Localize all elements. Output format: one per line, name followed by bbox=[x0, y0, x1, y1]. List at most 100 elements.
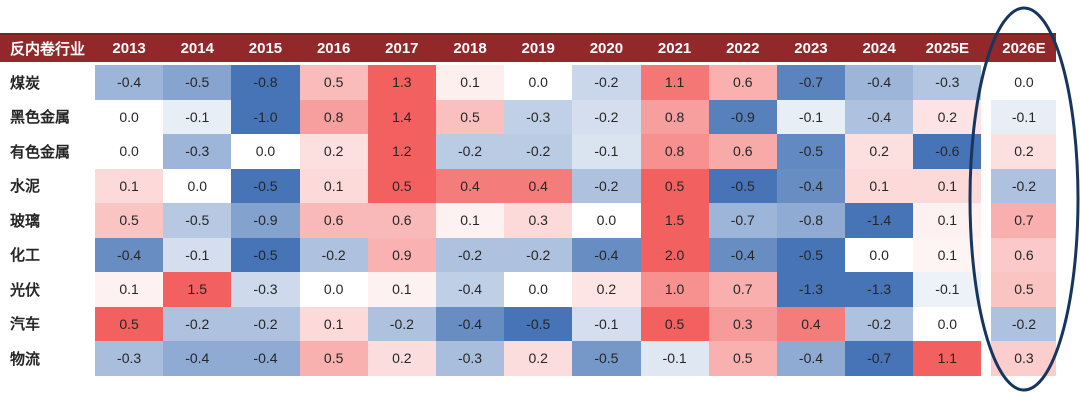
year-header-cell: 2026E bbox=[1002, 40, 1046, 57]
row-label: 物流 bbox=[0, 341, 95, 376]
heatmap-cell: 0.2 bbox=[504, 341, 573, 376]
heatmap-cell: 0.1 bbox=[299, 168, 368, 203]
heatmap-cell: -0.5 bbox=[776, 134, 846, 169]
heatmap-cell: 1.2 bbox=[367, 134, 436, 169]
heatmap-cell: -0.8 bbox=[776, 203, 846, 238]
column-gap bbox=[981, 99, 992, 134]
heatmap-cell: -0.5 bbox=[776, 237, 846, 272]
heatmap-cell: -0.2 bbox=[299, 237, 368, 272]
heatmap-cell: 2.0 bbox=[640, 237, 709, 272]
heatmap-cell: -0.2 bbox=[435, 134, 505, 169]
heatmap-cell: -0.5 bbox=[504, 306, 573, 341]
heatmap-cell: -0.4 bbox=[572, 237, 641, 272]
heatmap-cell: -0.3 bbox=[504, 99, 573, 134]
heatmap-cell: 0.0 bbox=[95, 134, 164, 169]
heatmap-cell: -1.3 bbox=[776, 272, 846, 307]
heatmap-cell: -0.2 bbox=[231, 306, 300, 341]
table-row: 光伏 0.1 1.5 -0.3 0.0 0.1 -0.4 0.0 0.2 1.0 0.7 -1.3 -1… bbox=[0, 272, 1057, 307]
heatmap-cell: 0.1 bbox=[367, 272, 436, 307]
heatmap-cell: -0.4 bbox=[231, 341, 300, 376]
heatmap-cell: 0.5 bbox=[991, 272, 1057, 307]
heatmap-cell: -0.3 bbox=[435, 341, 505, 376]
column-gap bbox=[981, 341, 992, 376]
heatmap-cell: -0.2 bbox=[845, 306, 914, 341]
heatmap-cell: 0.5 bbox=[435, 99, 505, 134]
heatmap-cell: 0.3 bbox=[504, 203, 573, 238]
heatmap-cell: -0.6 bbox=[913, 134, 982, 169]
heatmap-cell: 0.6 bbox=[299, 203, 368, 238]
heatmap-cell: 0.8 bbox=[640, 134, 709, 169]
heatmap-cell: -0.4 bbox=[845, 65, 914, 100]
heatmap-cell: 1.1 bbox=[913, 341, 982, 376]
year-header-cell: 2018 bbox=[453, 40, 487, 57]
table-row: 玻璃 0.5 -0.5 -0.9 0.6 0.6 0.1 0.3 0.0 1.5 -0.7 -0.8-… bbox=[0, 203, 1057, 238]
heatmap-cell: -0.5 bbox=[163, 203, 232, 238]
year-header-cell: 2022 bbox=[726, 40, 760, 57]
column-gap bbox=[981, 168, 992, 203]
heatmap-cell: 0.8 bbox=[299, 99, 368, 134]
heatmap-cell: -0.1 bbox=[163, 99, 232, 134]
row-label: 玻璃 bbox=[0, 203, 95, 238]
corner-header-cell: 反内卷行业 bbox=[10, 41, 86, 58]
heatmap-cell: -0.2 bbox=[367, 306, 436, 341]
heatmap-cell: -0.7 bbox=[845, 341, 914, 376]
heatmap-cell: -0.1 bbox=[572, 306, 641, 341]
heatmap-cell: -0.1 bbox=[991, 99, 1057, 134]
table-row: 黑色金属 0.0 -0.1 -1.0 0.8 1.4 0.5 -0.3 -0.2 0.8 -0.9-… bbox=[0, 99, 1057, 134]
row-label: 汽车 bbox=[0, 306, 95, 341]
heatmap-cell: -0.4 bbox=[435, 272, 505, 307]
heatmap-cell: -0.9 bbox=[231, 203, 300, 238]
heatmap-cell: 0.2 bbox=[299, 134, 368, 169]
heatmap-cell: 0.2 bbox=[913, 99, 982, 134]
heatmap-cell: 1.4 bbox=[367, 99, 436, 134]
heatmap-cell: 0.1 bbox=[913, 237, 982, 272]
heatmap-cell: -0.2 bbox=[572, 99, 641, 134]
heatmap-cell: 1.0 bbox=[640, 272, 709, 307]
row-label: 化工 bbox=[0, 237, 95, 272]
heatmap-cell: 0.4 bbox=[435, 168, 505, 203]
table-row: 化工 -0.4 -0.1 -0.5 -0.2 0.9 -0.2 -0.2 -0.4 2.0 -0.4… bbox=[0, 237, 1057, 272]
heatmap-cell: 0.1 bbox=[913, 203, 982, 238]
heatmap-cell: 0.3 bbox=[708, 306, 777, 341]
table-row: 汽车 0.5 -0.2 -0.2 0.1 -0.2 -0.4 -0.5 -0.1 0.5 0.3 0.… bbox=[0, 306, 1057, 341]
heatmap-cell: 0.4 bbox=[504, 168, 573, 203]
heatmap-cell: -0.4 bbox=[435, 306, 505, 341]
heatmap-cell: -0.7 bbox=[708, 203, 777, 238]
heatmap-cell: 0.9 bbox=[367, 237, 436, 272]
row-label: 煤炭 bbox=[0, 65, 95, 100]
heatmap-cell: 0.6 bbox=[991, 237, 1057, 272]
year-header-cell: 2021 bbox=[657, 40, 692, 57]
year-header-cell: 2013 bbox=[112, 40, 146, 57]
year-header-cell: 2015 bbox=[248, 40, 283, 57]
heatmap-cell: 0.8 bbox=[640, 99, 709, 134]
heatmap-cell: 0.7 bbox=[991, 203, 1057, 238]
heatmap-cell: 0.5 bbox=[708, 341, 777, 376]
heatmap-cell: 0.0 bbox=[163, 168, 232, 203]
heatmap-cell: 1.1 bbox=[640, 65, 709, 100]
heatmap-cell: 0.0 bbox=[845, 237, 914, 272]
heatmap-cell: 0.1 bbox=[95, 272, 164, 307]
heatmap-cell: -0.1 bbox=[913, 272, 982, 307]
heatmap-cell: 0.5 bbox=[299, 341, 368, 376]
heatmap-cell: -1.3 bbox=[845, 272, 914, 307]
heatmap-cell: -0.4 bbox=[776, 168, 846, 203]
heatmap-cell: 0.5 bbox=[640, 306, 709, 341]
heatmap-cell: -0.2 bbox=[504, 134, 573, 169]
column-gap bbox=[981, 134, 992, 169]
heatmap-cell: -0.1 bbox=[163, 237, 232, 272]
table-row: 物流 -0.3 -0.4 -0.4 0.5 0.2 -0.3 0.2 -0.5 -0.1 0.5 -0… bbox=[0, 341, 1057, 376]
heatmap-cell: 1.5 bbox=[163, 272, 232, 307]
table-row: 有色金属 0.0 -0.3 0.0 0.2 1.2 -0.2 -0.2 -0.1 0.8 0.6 -0… bbox=[0, 134, 1057, 169]
heatmap-cell: 0.0 bbox=[991, 65, 1057, 100]
heatmap-cell: 0.5 bbox=[299, 65, 368, 100]
heatmap-cell: 0.5 bbox=[95, 203, 164, 238]
heatmap-cell: 0.4 bbox=[776, 306, 846, 341]
header-row: 反内卷行业 2013 2014 2015 2016 2017 2018 2019 2020 20… bbox=[0, 33, 1057, 62]
heatmap-cell: -0.1 bbox=[776, 99, 846, 134]
heatmap-cell: -0.9 bbox=[708, 99, 777, 134]
heatmap-cell: 0.7 bbox=[708, 272, 777, 307]
heatmap-table: 反内卷行业 2013 2014 2015 2016 2017 2018 2019 2020 20… bbox=[0, 33, 1057, 376]
heatmap-cell: -1.0 bbox=[231, 99, 300, 134]
heatmap-cell: -0.2 bbox=[572, 168, 641, 203]
heatmap-cell: 0.1 bbox=[913, 168, 982, 203]
